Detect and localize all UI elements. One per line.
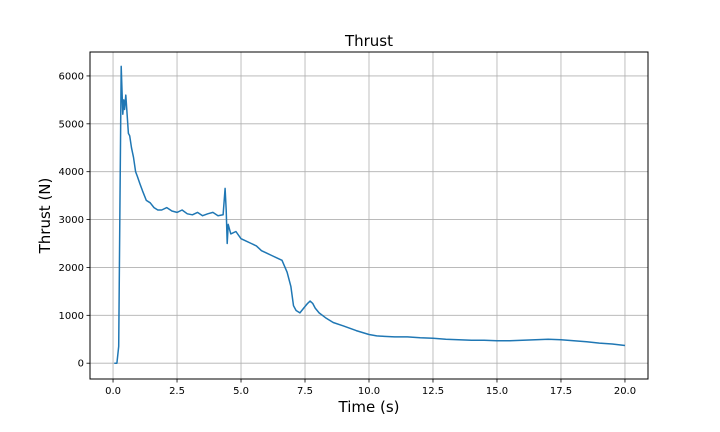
y-axis-label: Thrust (N)	[36, 178, 54, 255]
thrust-series-line	[114, 65, 626, 364]
y-tick-label: 6000	[59, 71, 84, 82]
y-tick-label: 4000	[59, 167, 84, 178]
x-tick-label: 15.0	[486, 386, 508, 397]
x-tick-label: 2.5	[169, 386, 185, 397]
x-axis-ticks: 0.0 2.5 5.0 7.5 10.0 12.5 15.0 17.5 20.0	[105, 379, 636, 397]
y-tick-label: 2000	[59, 263, 84, 274]
series-layer	[114, 65, 626, 364]
x-axis-label: Time (s)	[338, 398, 400, 416]
y-tick-label: 3000	[59, 215, 84, 226]
x-tick-label: 5.0	[233, 386, 249, 397]
grid	[90, 52, 648, 379]
x-tick-label: 0.0	[105, 386, 121, 397]
y-axis-ticks: 0 1000 2000 3000 4000 5000 6000	[59, 71, 90, 370]
x-tick-label: 17.5	[550, 386, 572, 397]
x-tick-label: 10.0	[358, 386, 380, 397]
x-tick-label: 20.0	[614, 386, 636, 397]
x-tick-label: 7.5	[297, 386, 313, 397]
y-tick-label: 1000	[59, 311, 84, 322]
x-tick-label: 12.5	[422, 386, 444, 397]
chart-title: Thrust	[344, 32, 393, 50]
y-tick-label: 5000	[59, 119, 84, 130]
y-tick-label: 0	[78, 359, 84, 370]
